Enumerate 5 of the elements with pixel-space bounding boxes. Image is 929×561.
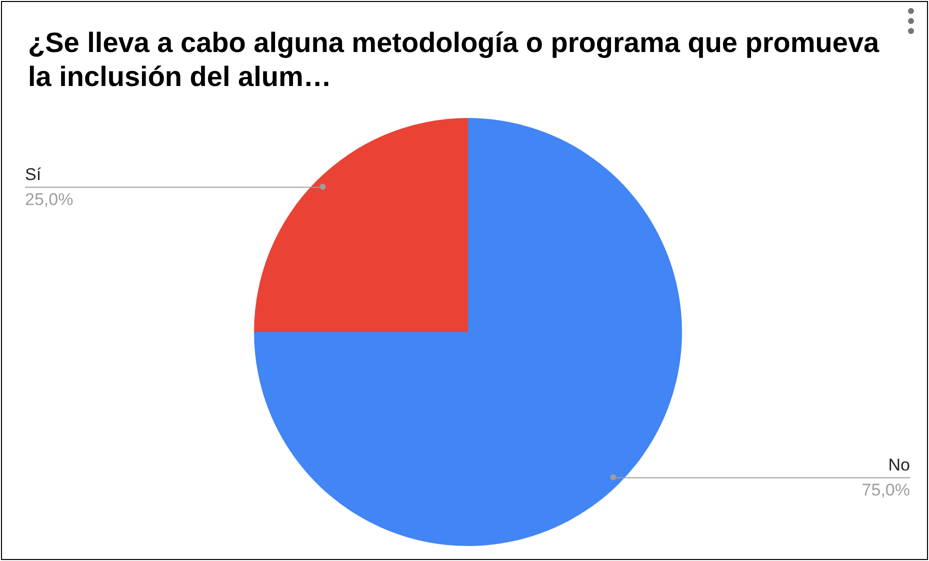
data-label: 25,0% [25,190,74,209]
slice-label: No [888,455,910,474]
data-label: 75,0% [862,480,910,500]
chart-title: ¿Se lleva a cabo alguna metodología o programa que promueva la inclusión del alum… [28,26,880,94]
slice-label: Sí [25,164,42,184]
